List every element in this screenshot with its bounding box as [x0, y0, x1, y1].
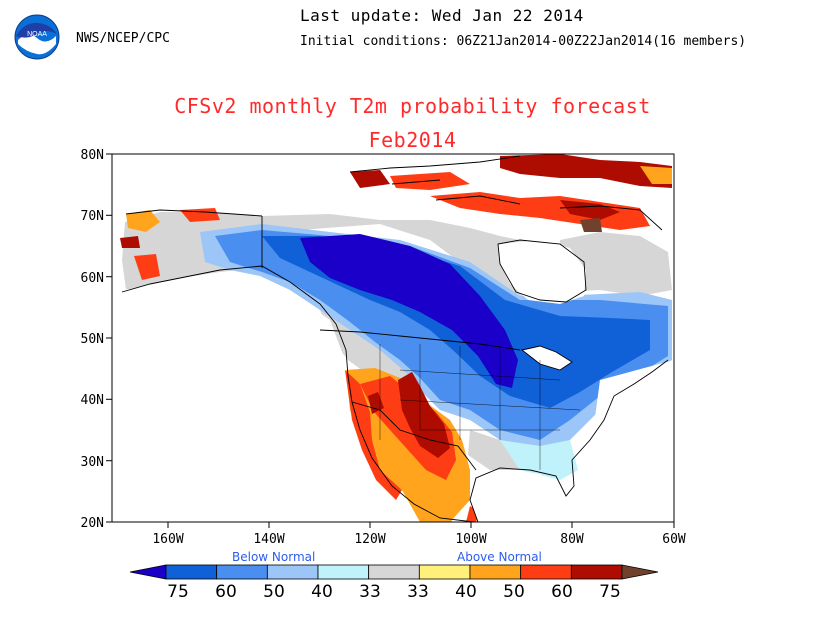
coastlines: [121, 155, 669, 522]
lat-label: 80N: [81, 148, 104, 163]
lon-label: 120W: [354, 532, 385, 547]
colorbar-swatch: [570, 564, 623, 580]
state-borders: [379, 344, 581, 470]
atlantic-ocean: [578, 360, 674, 522]
last-update: Last update: Wed Jan 22 2014: [300, 6, 584, 25]
lat-label: 50N: [81, 332, 104, 347]
alaska-w-above-50: [134, 254, 160, 280]
longitude-labels: 160W 140W 120W 100W 80W 60W: [152, 532, 686, 547]
lon-label: 140W: [253, 532, 284, 547]
lat-label: 30N: [81, 455, 104, 470]
map-title: CFSv2 monthly T2m probability forecast: [174, 94, 651, 118]
map-subtitle: Feb2014: [368, 128, 457, 152]
colorbar-labels: 75 60 50 40 33 33 40 50 60 75: [167, 582, 621, 602]
colorbar: [129, 564, 659, 580]
below-normal-label: Below Normal: [232, 550, 316, 564]
colorbar-swatch: [469, 564, 522, 580]
colorbar-swatch: [165, 564, 218, 580]
below-75-core: [300, 234, 518, 388]
colorbar-swatch: [520, 564, 572, 580]
pacific-ocean: [112, 280, 410, 522]
noaa-logo: NOAA: [14, 14, 60, 60]
initial-conditions: Initial conditions: 06Z21Jan2014-00Z22Ja…: [300, 34, 747, 49]
colorbar-swatch: [418, 564, 471, 580]
gulf-of-mexico: [470, 470, 560, 522]
arctic-ne-above-40: [640, 166, 672, 184]
axis-ticks: [106, 153, 675, 528]
colorbar-label: 75: [167, 582, 189, 602]
lat-label: 40N: [81, 393, 104, 408]
colorbar-label: 60: [551, 582, 573, 602]
baffin-above-75: [580, 218, 602, 232]
baja-above-50: [345, 370, 402, 500]
colorbar-label: 60: [215, 582, 237, 602]
colorbar-swatch: [216, 564, 268, 580]
colorbar-swatch: [621, 564, 659, 580]
alaska-west-above-60: [120, 236, 140, 248]
lat-label: 20N: [81, 516, 104, 531]
colorbar-swatch: [266, 564, 319, 580]
colorbar-swatch: [317, 564, 370, 580]
latitude-labels: 80N 70N 60N 50N 40N 30N 20N: [81, 148, 104, 531]
probability-field: [112, 154, 674, 522]
org-label: NWS/NCEP/CPC: [76, 31, 170, 46]
labrador-normal: [560, 232, 672, 296]
colorbar-label: 75: [599, 582, 621, 602]
colorbar-label: 40: [455, 582, 477, 602]
lat-label: 70N: [81, 209, 104, 224]
lon-label: 160W: [152, 532, 183, 547]
baffin-above-60: [560, 200, 620, 220]
above-normal-label: Above Normal: [457, 550, 542, 564]
logo-text: NOAA: [27, 31, 47, 38]
colorbar-swatch: [368, 564, 420, 580]
colorbar-label: 50: [503, 582, 525, 602]
lon-label: 100W: [455, 532, 486, 547]
southwest-above-60: [398, 372, 450, 458]
colorbar-label: 33: [359, 582, 381, 602]
alaska-nw-above-40: [126, 210, 160, 232]
southeast-below-33: [500, 440, 578, 480]
great-lakes: [522, 346, 572, 370]
texas-normal: [468, 430, 520, 470]
colorbar-label: 40: [311, 582, 333, 602]
colorbar-label: 33: [407, 582, 429, 602]
colorbar-swatch: [129, 564, 167, 580]
lon-label: 80W: [560, 532, 584, 547]
arctic-w-above-60: [350, 170, 390, 188]
lat-label: 60N: [81, 271, 104, 286]
colorbar-label: 50: [263, 582, 285, 602]
arctic-above-60: [500, 154, 672, 188]
mexico-above-40: [402, 470, 452, 522]
lon-label: 60W: [662, 532, 686, 547]
hudson-bay: [498, 240, 586, 304]
